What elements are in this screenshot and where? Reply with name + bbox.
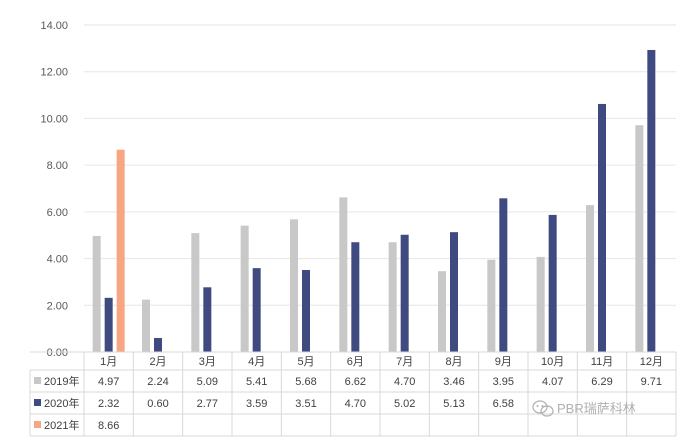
bar-2020年-5月 <box>302 270 310 352</box>
x-tick-label: 11月 <box>591 356 613 368</box>
watermark-text: PBR瑞萨科林 <box>557 401 636 416</box>
legend-label: 2019年 <box>44 374 79 388</box>
bar-2020年-2月 <box>154 337 162 352</box>
data-label: 5.41 <box>246 376 267 388</box>
bars <box>92 49 656 353</box>
bar-2019年-6月 <box>339 197 348 352</box>
x-tick-label: 10月 <box>541 356 564 368</box>
data-label: 4.70 <box>394 376 415 388</box>
y-tick-label: 12.00 <box>40 67 68 79</box>
data-label: 3.95 <box>493 376 514 388</box>
bar-2020年-10月 <box>548 214 557 352</box>
bar-2020年-6月 <box>351 242 360 352</box>
data-label: 6.29 <box>591 376 612 388</box>
data-label: 6.62 <box>345 376 366 388</box>
x-tick-label: 7月 <box>396 356 413 368</box>
data-label: 4.07 <box>542 376 563 388</box>
legend-swatch <box>34 399 41 406</box>
x-tick-label: 8月 <box>445 356 462 368</box>
data-label: 6.58 <box>493 398 514 410</box>
x-tick-label: 3月 <box>199 356 216 368</box>
y-tick-label: 14.00 <box>40 20 68 32</box>
x-tick-label: 5月 <box>297 356 314 368</box>
bar-2020年-11月 <box>598 103 606 352</box>
data-label: 5.09 <box>197 376 218 388</box>
bar-2020年-8月 <box>450 232 458 352</box>
bar-2020年-12月 <box>647 49 656 353</box>
bar-2019年-3月 <box>191 233 200 352</box>
data-label: 4.70 <box>345 398 366 410</box>
x-tick-label: 2月 <box>149 356 166 368</box>
x-tick-label: 4月 <box>248 356 265 368</box>
bar-2019年-7月 <box>388 242 397 352</box>
gridlines <box>84 24 676 353</box>
data-label: 0.60 <box>147 398 168 410</box>
x-tick-label: 12月 <box>640 356 663 368</box>
data-label: 5.13 <box>443 398 464 410</box>
bar-2019年-10月 <box>536 256 545 352</box>
x-tick-label: 1月 <box>100 356 117 368</box>
data-label: 2.24 <box>147 376 168 388</box>
bar-2020年-7月 <box>400 234 409 352</box>
legend-label: 2021年 <box>44 418 79 432</box>
bar-2021年-1月 <box>116 149 125 352</box>
data-label: 3.51 <box>295 398 316 410</box>
data-label: 3.46 <box>443 376 464 388</box>
data-table: 1月 2月 3月 4月 5月 6月 7月 8月 9月 10月 11月 12月 2019年 4.97 2.24… <box>29 351 677 437</box>
y-tick-label: 0.00 <box>47 347 68 359</box>
y-tick-label: 10.00 <box>40 113 68 125</box>
data-label: 8.66 <box>98 420 119 432</box>
bar-2019年-9月 <box>487 259 496 352</box>
data-label: 5.02 <box>394 398 415 410</box>
watermark: PBR瑞萨科林 <box>532 400 636 417</box>
wechat-icon <box>532 400 554 417</box>
bar-2019年-5月 <box>290 219 298 352</box>
x-tick-label: 9月 <box>495 356 512 368</box>
data-label: 3.59 <box>246 398 267 410</box>
bar-2019年-2月 <box>142 299 150 352</box>
data-label: 2.32 <box>98 398 119 410</box>
legend-swatch <box>34 377 41 384</box>
bar-2019年-8月 <box>438 271 446 352</box>
bar-2019年-4月 <box>240 225 249 352</box>
bar-2020年-1月 <box>104 297 113 352</box>
y-tick-label: 6.00 <box>47 207 68 219</box>
y-tick-label: 2.00 <box>47 300 68 312</box>
bar-2019年-12月 <box>635 125 644 352</box>
bar-2020年-3月 <box>203 287 212 352</box>
y-axis-ticks: 0.00 2.00 4.00 6.00 8.00 10.00 12.00 14.00 <box>40 20 68 359</box>
legend-swatch <box>34 421 41 428</box>
bar-2019年-11月 <box>586 205 594 352</box>
data-label: 2.77 <box>197 398 218 410</box>
data-label: 9.71 <box>641 376 662 388</box>
y-tick-label: 8.00 <box>47 160 68 172</box>
data-label: 5.68 <box>295 376 316 388</box>
bar-2020年-4月 <box>252 268 261 352</box>
bar-2020年-9月 <box>499 198 508 352</box>
bar-2019年-1月 <box>92 235 101 352</box>
y-tick-label: 4.00 <box>47 254 68 266</box>
legend-label: 2020年 <box>44 396 79 410</box>
data-label: 4.97 <box>98 376 119 388</box>
x-tick-label: 6月 <box>347 356 364 368</box>
